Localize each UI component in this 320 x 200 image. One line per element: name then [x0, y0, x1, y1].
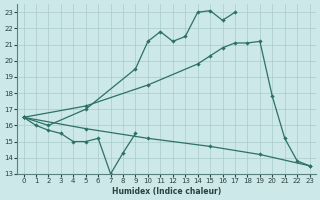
- X-axis label: Humidex (Indice chaleur): Humidex (Indice chaleur): [112, 187, 221, 196]
